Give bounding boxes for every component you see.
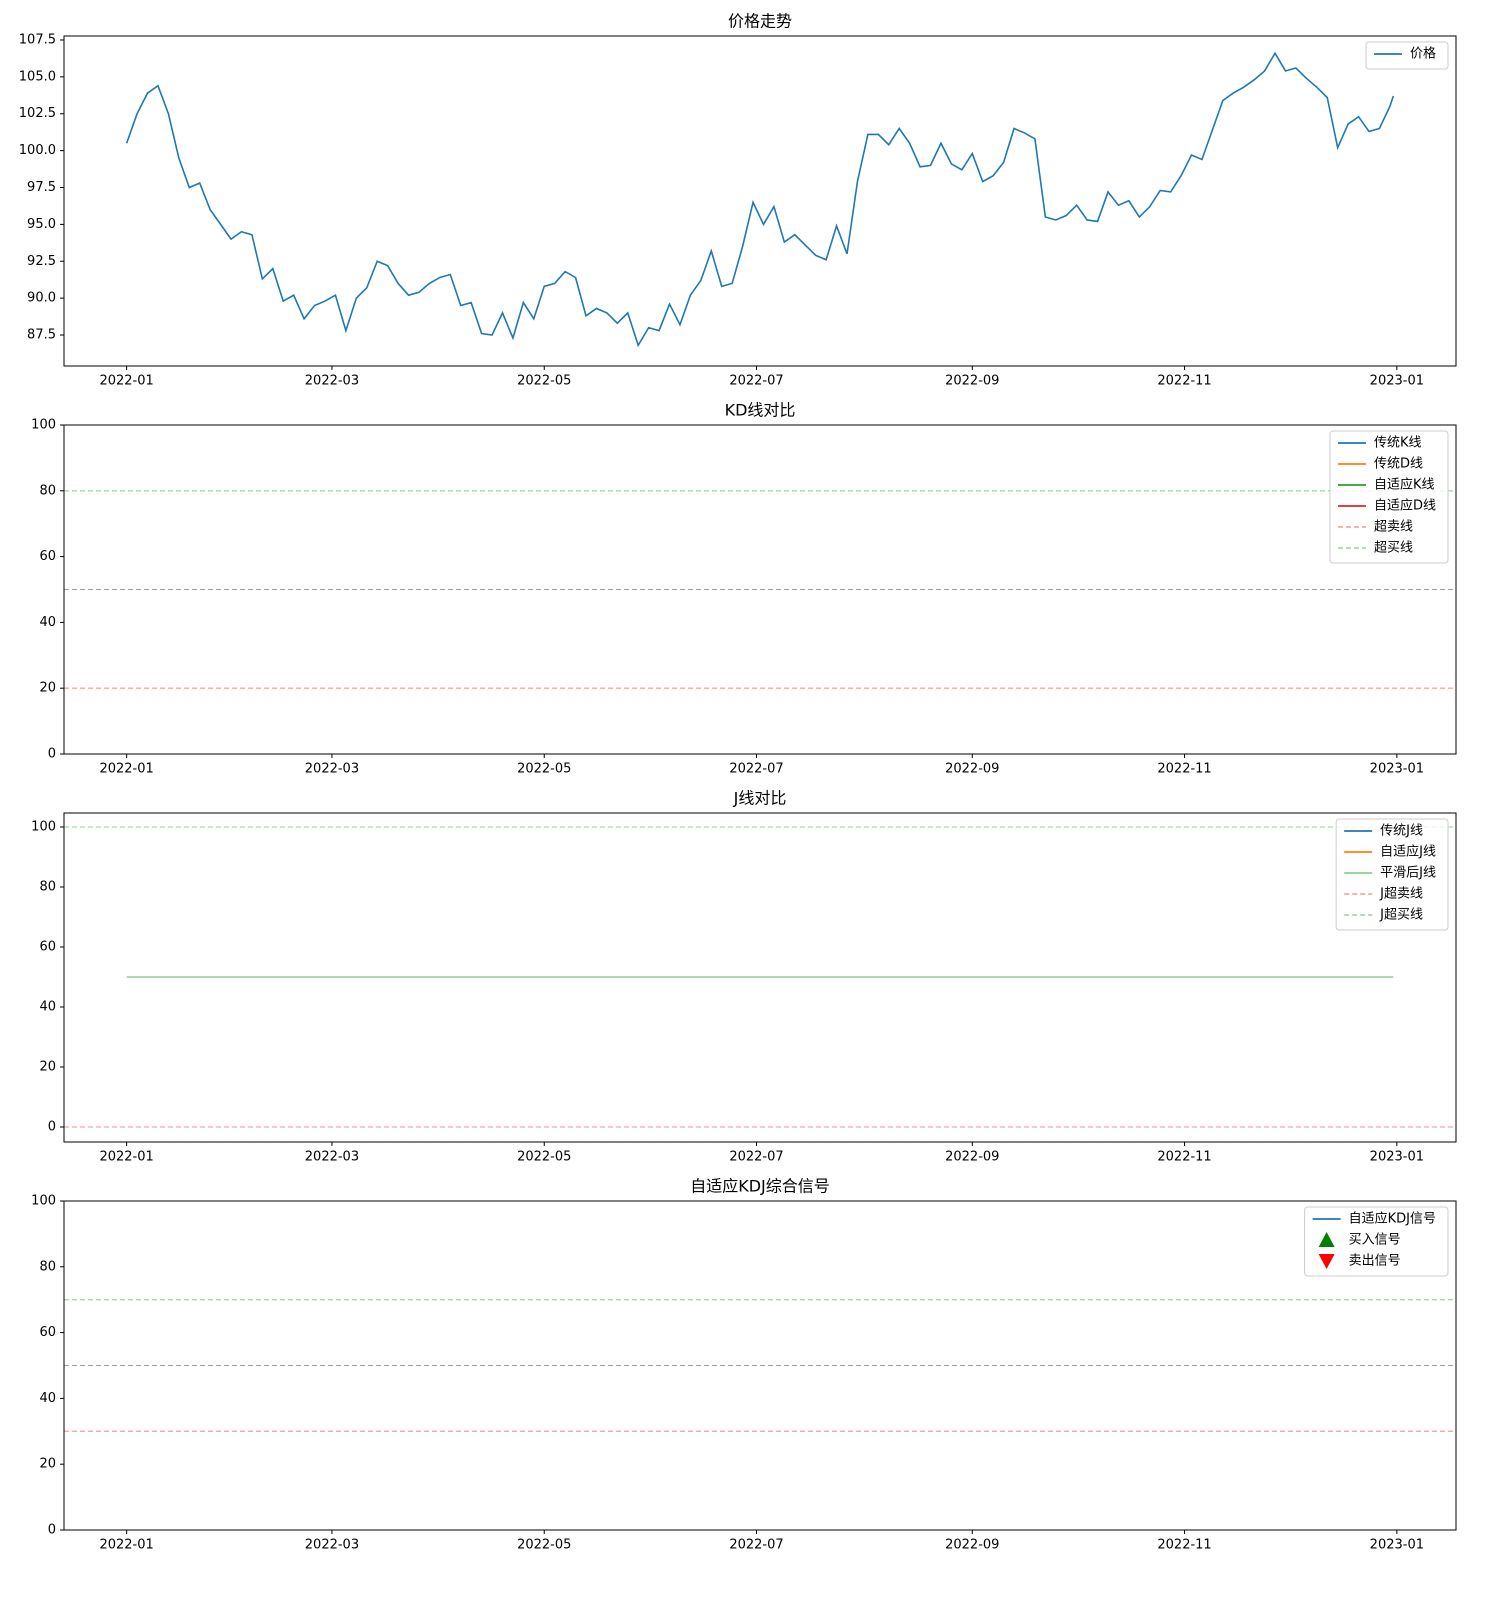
y-tick-label: 100 [31, 1194, 56, 1209]
y-tick-label: 0 [48, 1120, 56, 1135]
x-tick-label: 2022-07 [729, 1538, 783, 1553]
x-tick-label: 2022-07 [729, 1150, 783, 1165]
legend-label: 买入信号 [1349, 1233, 1401, 1248]
legend-label: 传统J线 [1380, 824, 1423, 839]
x-tick-label: 2022-01 [99, 1538, 153, 1553]
subplot: 价格走势 87.5 90.0 92.5 95.0 97.5 100.0 102.5 105.0 1… [19, 12, 1457, 389]
y-tick-label: 0 [48, 747, 56, 762]
x-tick-label: 2022-09 [945, 762, 999, 777]
axes-frame [63, 812, 1457, 1143]
y-tick-label: 0 [48, 1523, 56, 1538]
legend-label: 超卖线 [1374, 520, 1413, 535]
chart-title: 价格走势 [728, 12, 792, 31]
x-tick-label: 2023-01 [1370, 374, 1424, 389]
y-tick-label: 60 [39, 549, 56, 564]
axes-frame [63, 1200, 1457, 1531]
legend: 价格 [1365, 41, 1449, 70]
y-tick-label: 102.5 [19, 106, 56, 121]
x-tick-label: 2022-03 [305, 1150, 359, 1165]
x-tick-label: 2022-03 [305, 1538, 359, 1553]
legend-label: 自适应KDJ信号 [1349, 1211, 1436, 1227]
x-tick-label: 2022-05 [517, 1150, 571, 1165]
x-tick-label: 2023-01 [1370, 762, 1424, 777]
y-tick-label: 40 [39, 1391, 56, 1406]
legend-marker [1318, 1254, 1335, 1269]
x-tick-label: 2022-09 [945, 1538, 999, 1553]
series-line [125, 51, 1395, 348]
legend-label: 价格 [1410, 46, 1436, 62]
x-tick-label: 2022-05 [517, 762, 571, 777]
y-tick-label: 40 [39, 615, 56, 630]
x-tick-label: 2022-03 [305, 374, 359, 389]
x-tick-label: 2022-11 [1157, 374, 1211, 389]
subplot: 自适应KDJ综合信号 0 20 40 60 80 100 2022-01 2022-03 2022… [31, 1177, 1457, 1553]
x-tick-label: 2023-01 [1370, 1538, 1424, 1553]
legend-label: J超卖线 [1379, 887, 1423, 902]
chart-title: J线对比 [733, 789, 787, 808]
y-tick-label: 97.5 [27, 180, 56, 195]
y-tick-label: 105.0 [19, 69, 56, 84]
legend-box [1304, 1206, 1449, 1277]
x-tick-label: 2022-01 [99, 762, 153, 777]
y-tick-label: 100 [31, 418, 56, 433]
x-tick-label: 2022-07 [729, 374, 783, 389]
y-tick-label: 20 [39, 681, 56, 696]
x-tick-label: 2023-01 [1370, 1150, 1424, 1165]
subplot: J线对比 0 20 40 60 80 100 2022-01 2022-03 2022-05 202… [31, 789, 1457, 1165]
legend-label: 自适应K线 [1374, 477, 1435, 493]
legend-marker [1318, 1232, 1335, 1247]
legend-box [1335, 818, 1449, 931]
y-tick-label: 100.0 [19, 143, 56, 158]
legend-label: 自适应J线 [1380, 844, 1436, 860]
x-tick-label: 2022-01 [99, 1150, 153, 1165]
x-tick-label: 2022-03 [305, 762, 359, 777]
y-tick-label: 80 [39, 483, 56, 498]
x-tick-label: 2022-05 [517, 374, 571, 389]
y-tick-label: 20 [39, 1060, 56, 1075]
x-tick-label: 2022-05 [517, 1538, 571, 1553]
y-tick-label: 80 [39, 1259, 56, 1274]
legend-label: 卖出信号 [1349, 1254, 1401, 1269]
y-tick-label: 87.5 [27, 328, 56, 343]
chart-title: KD线对比 [725, 401, 796, 420]
y-tick-label: 95.0 [27, 217, 56, 232]
x-tick-label: 2022-09 [945, 1150, 999, 1165]
x-tick-label: 2022-11 [1157, 1150, 1211, 1165]
y-tick-label: 92.5 [27, 254, 56, 269]
y-tick-label: 40 [39, 1000, 56, 1015]
legend-label: 超买线 [1374, 541, 1413, 556]
subplot: KD线对比 0 20 40 60 80 100 2022-01 2022-03 2022-05 20… [31, 401, 1457, 777]
y-tick-label: 100 [31, 820, 56, 835]
legend-label: J超买线 [1379, 908, 1423, 923]
x-tick-label: 2022-07 [729, 762, 783, 777]
legend-box [1365, 41, 1449, 70]
axes-frame [63, 35, 1457, 367]
chart-title: 自适应KDJ综合信号 [690, 1177, 830, 1196]
x-tick-label: 2022-01 [99, 374, 153, 389]
y-tick-label: 60 [39, 1325, 56, 1340]
legend-label: 自适应D线 [1374, 498, 1436, 514]
y-tick-label: 20 [39, 1457, 56, 1472]
legend-label: 传统K线 [1374, 436, 1422, 451]
axes-frame [63, 424, 1457, 755]
x-tick-label: 2022-11 [1157, 1538, 1211, 1553]
legend-label: 传统D线 [1374, 457, 1423, 472]
y-tick-label: 90.0 [27, 291, 56, 306]
legend-label: 平滑后J线 [1380, 866, 1436, 881]
y-tick-label: 80 [39, 880, 56, 895]
x-tick-label: 2022-09 [945, 374, 999, 389]
x-tick-label: 2022-11 [1157, 762, 1211, 777]
y-tick-label: 60 [39, 940, 56, 955]
y-tick-label: 107.5 [19, 32, 56, 47]
